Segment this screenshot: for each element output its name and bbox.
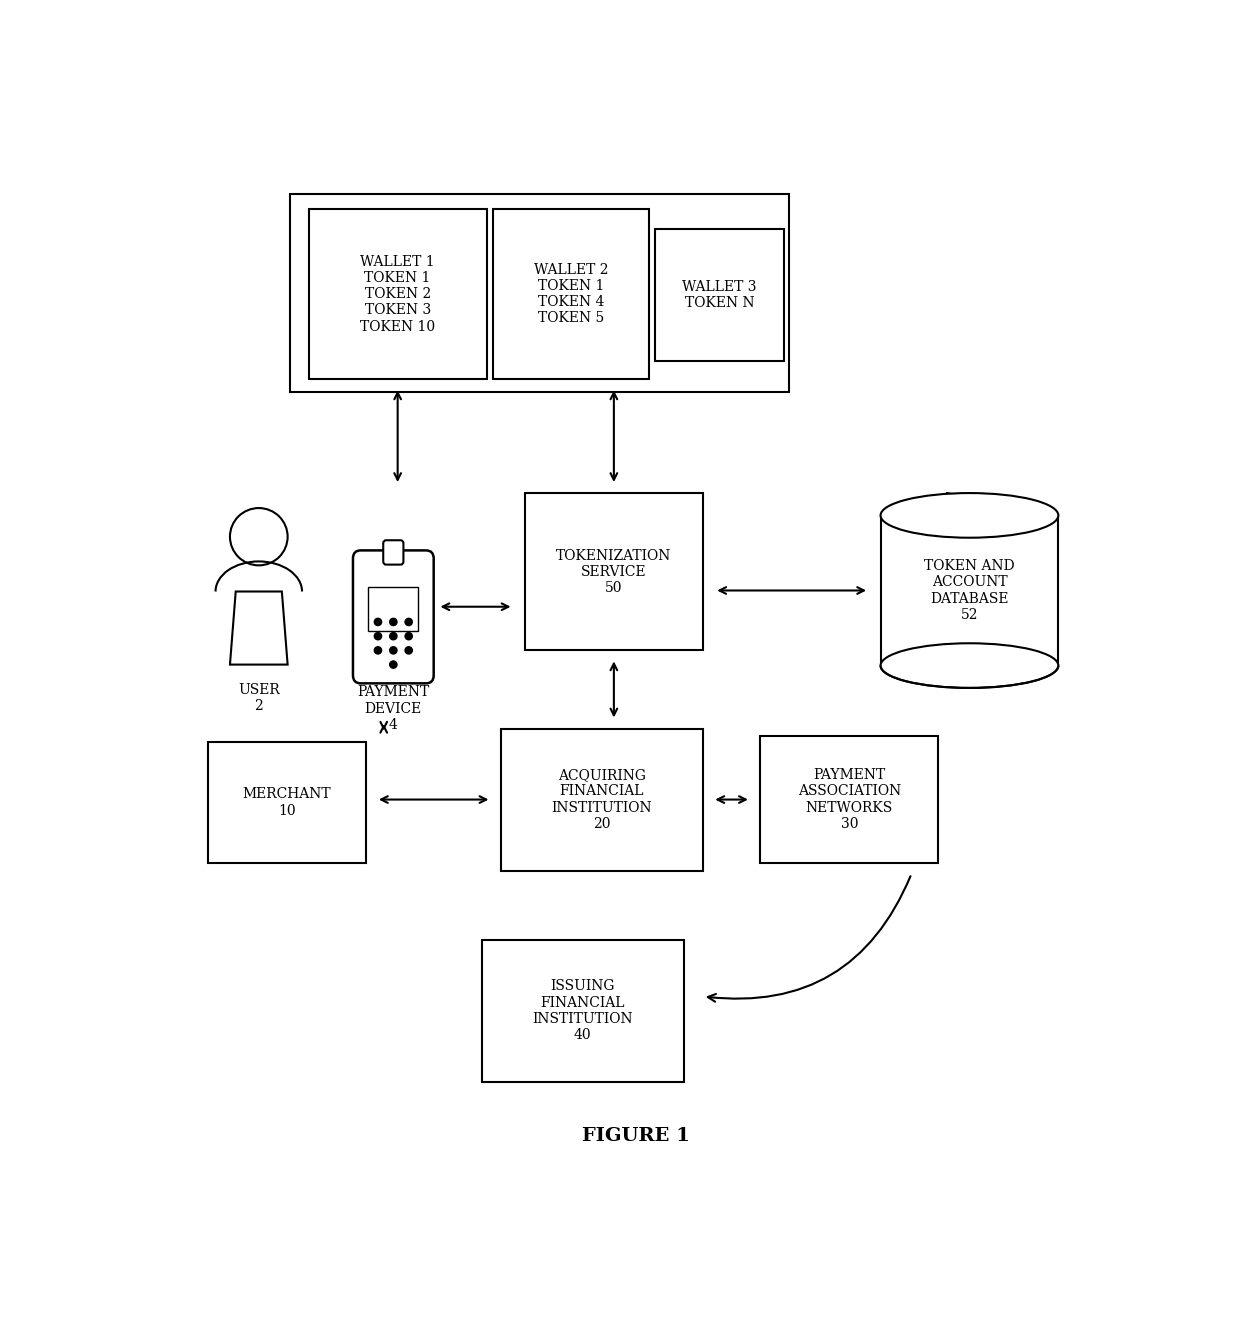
Bar	[481, 940, 683, 1082]
Bar	[880, 515, 1058, 666]
Bar	[760, 735, 939, 863]
Ellipse shape	[389, 633, 397, 639]
Ellipse shape	[374, 618, 382, 626]
FancyBboxPatch shape	[353, 551, 434, 683]
Text: ACQUIRING
FINANCIAL
INSTITUTION
20: ACQUIRING FINANCIAL INSTITUTION 20	[552, 768, 652, 830]
Ellipse shape	[374, 647, 382, 654]
Ellipse shape	[229, 507, 288, 565]
Bar	[309, 208, 486, 380]
Text: ISSUING
FINANCIAL
INSTITUTION
40: ISSUING FINANCIAL INSTITUTION 40	[532, 979, 632, 1043]
Ellipse shape	[880, 643, 1058, 688]
Text: USER
2: USER 2	[238, 683, 280, 713]
Ellipse shape	[880, 493, 1058, 538]
Ellipse shape	[405, 618, 413, 626]
Text: TOKEN AND
ACCOUNT
DATABASE
52: TOKEN AND ACCOUNT DATABASE 52	[924, 559, 1014, 622]
Bar	[494, 208, 649, 380]
Bar	[208, 742, 367, 863]
Text: WALLET 1
TOKEN 1
TOKEN 2
TOKEN 3
TOKEN 10: WALLET 1 TOKEN 1 TOKEN 2 TOKEN 3 TOKEN 1…	[360, 254, 435, 333]
Ellipse shape	[389, 618, 397, 626]
Text: PAYMENT
DEVICE
4: PAYMENT DEVICE 4	[357, 685, 429, 731]
Text: 1: 1	[977, 496, 990, 513]
Bar	[655, 229, 785, 361]
FancyBboxPatch shape	[383, 540, 403, 564]
Text: WALLET 2
TOKEN 1
TOKEN 4
TOKEN 5: WALLET 2 TOKEN 1 TOKEN 4 TOKEN 5	[534, 262, 609, 326]
Bar	[501, 729, 703, 871]
Polygon shape	[229, 592, 288, 664]
Text: WALLET 3
TOKEN N: WALLET 3 TOKEN N	[682, 279, 756, 310]
Text: TOKENIZATION
SERVICE
50: TOKENIZATION SERVICE 50	[557, 548, 672, 594]
Bar	[368, 587, 418, 631]
Text: PAYMENT
ASSOCIATION
NETWORKS
30: PAYMENT ASSOCIATION NETWORKS 30	[797, 768, 901, 830]
Text: MERCHANT
10: MERCHANT 10	[243, 787, 331, 817]
Bar	[525, 493, 703, 650]
Ellipse shape	[389, 660, 397, 668]
Ellipse shape	[405, 633, 413, 639]
Ellipse shape	[374, 633, 382, 639]
Bar	[290, 194, 789, 391]
Ellipse shape	[389, 647, 397, 654]
Ellipse shape	[405, 647, 413, 654]
Text: FIGURE 1: FIGURE 1	[582, 1127, 689, 1144]
